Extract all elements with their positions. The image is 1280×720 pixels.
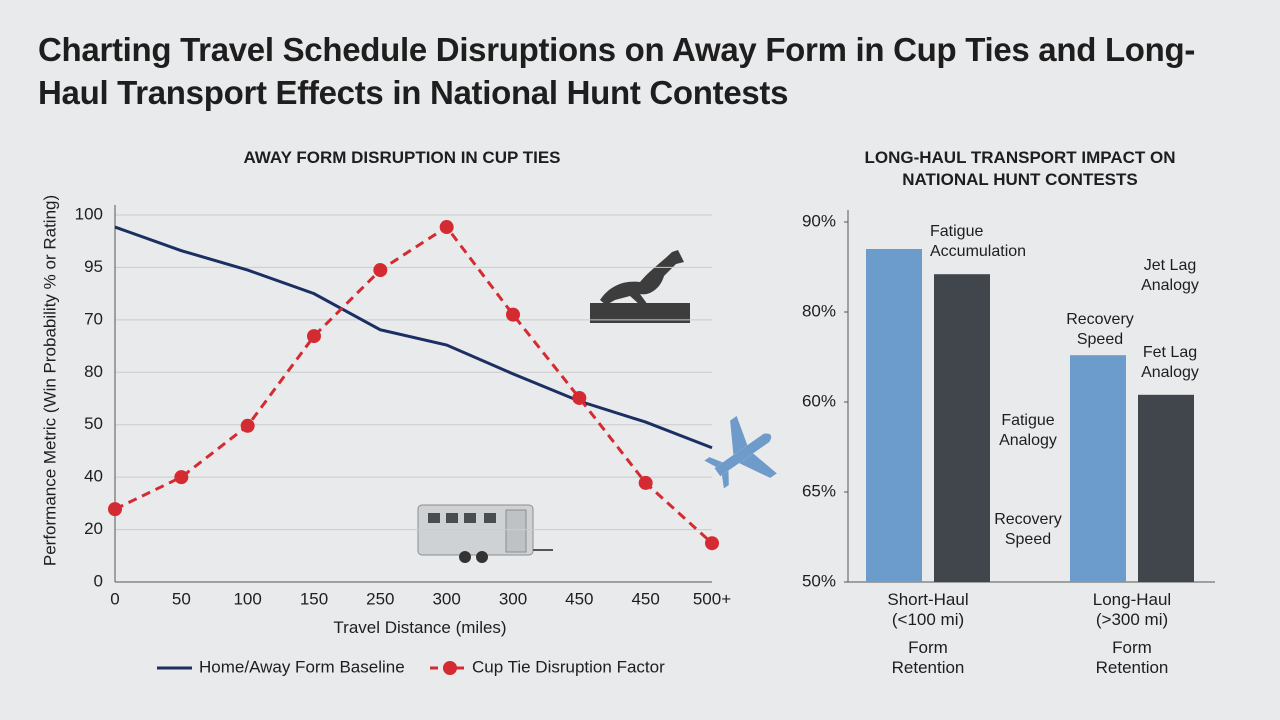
bar <box>934 274 990 582</box>
data-point <box>307 329 321 344</box>
annotation: Fet Lag Analogy <box>1141 344 1199 381</box>
y-tick-label: 50% <box>802 571 836 590</box>
x-tick-label: 100 <box>233 589 261 608</box>
data-point <box>439 220 454 235</box>
plane-icon <box>704 416 777 489</box>
x-tick-label: 0 <box>110 589 119 608</box>
y-tick-label: 20 <box>84 519 103 538</box>
x-tick-sublabel: Form Retention <box>1095 638 1169 677</box>
x-tick-label: Short-Haul (<100 mi) <box>887 590 969 629</box>
x-tick-label: 50 <box>172 589 191 608</box>
data-point <box>638 475 653 490</box>
x-tick-label: 150 <box>300 589 328 608</box>
x-tick-label: 300 <box>432 589 460 608</box>
data-point <box>373 263 388 278</box>
x-tick-label: Long-Haul (>300 mi) <box>1092 590 1172 629</box>
bar <box>866 249 922 582</box>
x-tick-label: 300 <box>499 589 527 608</box>
y-tick-label: 95 <box>84 257 103 276</box>
data-point <box>240 418 255 433</box>
series-line <box>114 225 713 450</box>
x-tick-label: 450 <box>565 589 593 608</box>
annotation: Fatigue Analogy <box>999 412 1057 449</box>
y-tick-label: 40 <box>84 467 103 486</box>
annotation: Jet Lag Analogy <box>1141 257 1199 294</box>
x-tick-label: 500+ <box>693 589 731 608</box>
data-point <box>705 536 719 551</box>
data-point <box>506 307 520 322</box>
series-line <box>114 225 714 545</box>
data-point <box>174 470 189 485</box>
annotation: Recovery Speed <box>994 511 1062 548</box>
annotation: Recovery Speed <box>1066 311 1134 348</box>
x-tick-sublabel: Form Retention <box>891 638 965 677</box>
y-tick-label: 65% <box>802 481 836 500</box>
y-tick-label: 90% <box>802 211 836 230</box>
legend-label: Home/Away Form Baseline <box>199 657 405 676</box>
bar <box>1138 394 1194 582</box>
x-tick-label: 450 <box>631 589 659 608</box>
y-tick-label: 70 <box>84 309 103 328</box>
y-tick-label: 80% <box>802 301 836 320</box>
y-tick-label: 100 <box>75 204 103 223</box>
page-title: Charting Travel Schedule Disruptions on … <box>38 31 1196 111</box>
bar <box>1070 355 1126 582</box>
data-point <box>108 502 122 517</box>
chart-title: LONG-HAUL TRANSPORT IMPACT ON NATIONAL H… <box>864 148 1176 189</box>
x-tick-label: 250 <box>366 589 394 608</box>
y-tick-label: 50 <box>84 414 103 433</box>
data-point <box>572 390 587 405</box>
y-tick-label: 80 <box>84 362 103 381</box>
legend-marker <box>443 661 457 675</box>
y-tick-label: 0 <box>94 571 103 590</box>
annotation: Fatigue Accumulation <box>930 223 1027 260</box>
legend-label: Cup Tie Disruption Factor <box>472 657 665 676</box>
horse-icon <box>590 250 690 323</box>
chart-title: AWAY FORM DISRUPTION IN CUP TIES <box>243 148 561 167</box>
trailer-icon <box>417 504 553 563</box>
y-tick-label: 60% <box>802 391 836 410</box>
x-axis-label: Travel Distance (miles) <box>333 618 507 637</box>
